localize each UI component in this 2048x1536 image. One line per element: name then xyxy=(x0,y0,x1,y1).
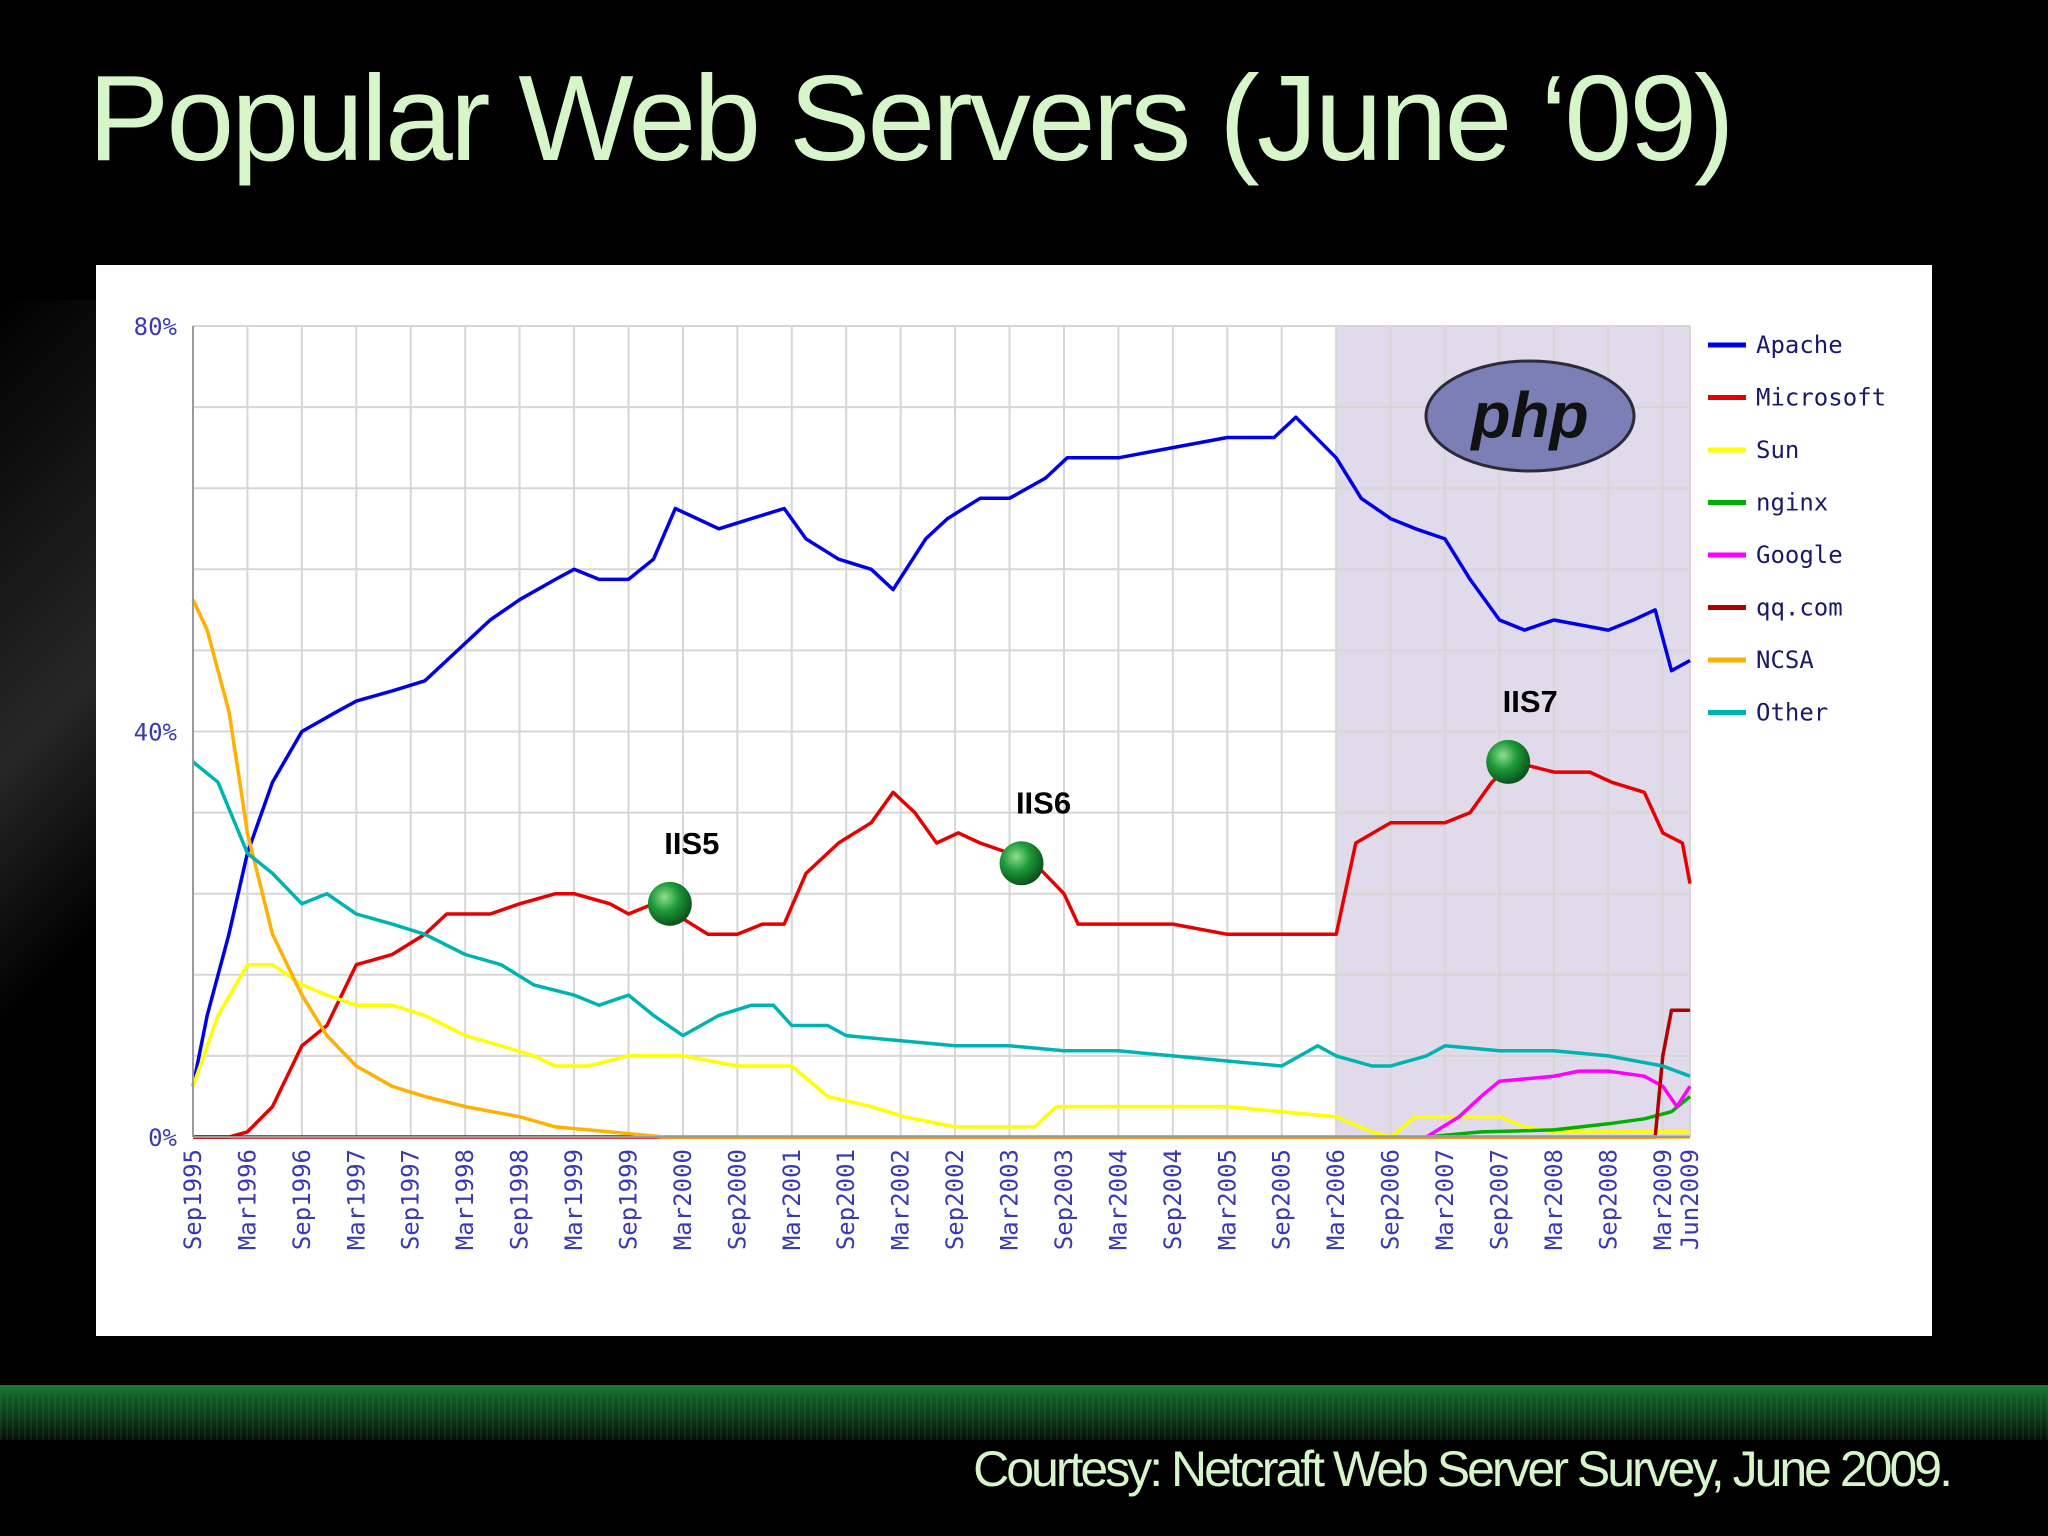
legend-label: Google xyxy=(1756,541,1843,569)
legend-label: Microsoft xyxy=(1756,384,1886,412)
x-tick-label: Sep1997 xyxy=(397,1149,425,1250)
php-logo: php xyxy=(1424,359,1636,473)
annotation-marker xyxy=(647,881,692,926)
chart-panel: 80% 40% 0% Sep1995 Mar1996 Sep1996 Mar1997 Sep1… xyxy=(96,265,1932,1336)
x-tick-label: Mar2003 xyxy=(996,1149,1024,1250)
x-tick-label: Sep2006 xyxy=(1377,1149,1405,1250)
legend-label: Apache xyxy=(1756,331,1843,359)
grid-layer xyxy=(192,325,1691,1138)
x-tick-label: Mar2004 xyxy=(1104,1149,1132,1250)
series-line-microsoft xyxy=(193,760,1692,1139)
legend-label: Sun xyxy=(1756,436,1799,464)
x-tick-label: Sep1996 xyxy=(288,1149,316,1250)
credit-text: Courtesy: Netcraft Web Server Survey, Ju… xyxy=(973,1441,1953,1497)
series-line-ncsa xyxy=(191,598,1690,1139)
annotation-layer: IIS5 IIS6 IIS7 xyxy=(647,684,1558,926)
x-tick-label: Mar2001 xyxy=(778,1149,806,1250)
x-tick-label: Mar1999 xyxy=(560,1149,588,1250)
y-tick-label: 40% xyxy=(134,719,178,747)
x-tick-label: Sep1999 xyxy=(614,1149,642,1250)
annotation-label: IIS6 xyxy=(1016,785,1071,820)
x-tick-label: Jun2009 xyxy=(1676,1149,1704,1250)
x-tick-label: Sep2003 xyxy=(1050,1149,1078,1250)
x-tick-label: Mar1996 xyxy=(233,1149,261,1250)
x-tick-label: Mar2000 xyxy=(669,1149,697,1250)
x-tick-label: Mar2009 xyxy=(1649,1149,1677,1250)
x-tick-label: Mar2007 xyxy=(1431,1149,1459,1250)
x-tick-label: Mar2005 xyxy=(1213,1149,1241,1250)
annotation-label: IIS5 xyxy=(664,826,719,861)
series-line-nginx xyxy=(1426,1095,1692,1139)
x-tick-label: Mar1998 xyxy=(451,1149,479,1250)
legend-label: NCSA xyxy=(1756,646,1814,674)
annotation-marker xyxy=(1486,739,1531,784)
x-tick-label: Mar2002 xyxy=(887,1149,915,1250)
x-tick-label: Sep2002 xyxy=(941,1149,969,1250)
y-tick-label: 80% xyxy=(134,313,178,341)
slide-title: Popular Web Servers (June ‘09) xyxy=(88,50,1735,186)
x-tick-label: Sep2008 xyxy=(1594,1149,1622,1250)
legend-layer: Apache Microsoft Sun nginx Google qq.com NCSA O… xyxy=(1708,331,1886,727)
x-tick-label: Sep2001 xyxy=(832,1149,860,1250)
x-tick-label: Sep1995 xyxy=(179,1149,207,1250)
php-logo-ellipse xyxy=(1424,359,1636,473)
axis-layer: 80% 40% 0%Sep1995 Mar1996 Sep1996 Mar1997 Sep1… xyxy=(134,313,1704,1250)
series-line-google xyxy=(1425,1069,1692,1139)
series-line-apache xyxy=(191,415,1691,1087)
x-tick-label: Mar2008 xyxy=(1540,1149,1568,1250)
x-tick-label: Mar1997 xyxy=(342,1149,370,1250)
x-tick-label: Sep1998 xyxy=(506,1149,534,1250)
web-server-share-chart: 80% 40% 0%Sep1995 Mar1996 Sep1996 Mar1997 Sep1… xyxy=(96,265,1932,1336)
legend-label: nginx xyxy=(1756,489,1828,517)
annotation-label: IIS7 xyxy=(1503,684,1558,719)
series-line-other xyxy=(191,760,1691,1078)
y-tick-label: 0% xyxy=(148,1124,177,1152)
legend-label: qq.com xyxy=(1756,594,1843,622)
legend-label: Other xyxy=(1756,699,1828,727)
x-tick-label: Sep2004 xyxy=(1159,1149,1187,1250)
footer-band xyxy=(0,1385,2048,1440)
x-tick-label: Mar2006 xyxy=(1322,1149,1350,1250)
annotation-marker xyxy=(999,841,1044,886)
php-logo-text: php xyxy=(1469,379,1588,451)
x-tick-label: Sep2007 xyxy=(1485,1149,1513,1250)
x-tick-label: Sep2005 xyxy=(1268,1149,1296,1250)
footer-band-texture xyxy=(0,1396,2048,1440)
x-tick-label: Sep2000 xyxy=(723,1149,751,1250)
